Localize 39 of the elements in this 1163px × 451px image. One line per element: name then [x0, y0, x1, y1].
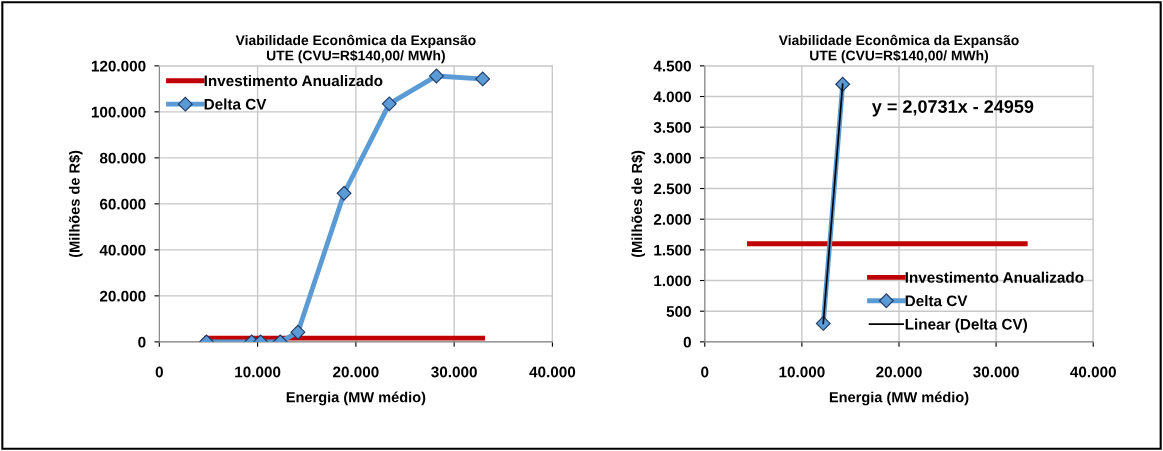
- y-tick-label: 3.000: [653, 152, 691, 164]
- legend-label: Linear (Delta CV): [905, 318, 1028, 333]
- y-tick-label: 4.000: [653, 91, 691, 103]
- y-tick-label: 3.500: [653, 122, 691, 133]
- legend-label: Delta CV: [204, 98, 267, 110]
- y-tick-label: 60.000: [99, 198, 146, 210]
- x-tick-label: 10.000: [235, 366, 281, 378]
- legend-label: Delta CV: [905, 295, 968, 307]
- y-tick-label: 40.000: [99, 244, 146, 256]
- y-tick-label: 500: [666, 306, 691, 317]
- x-tick-label: 0: [701, 366, 709, 378]
- y-tick-label: 20.000: [99, 290, 146, 302]
- legend-label: Investimento Anualizado: [905, 271, 1084, 283]
- x-tick-label: 0: [155, 366, 163, 378]
- y-tick-label: 80.000: [99, 152, 146, 164]
- y-tick-label: 120.000: [91, 60, 146, 72]
- legend-label: Investimento Anualizado: [204, 75, 383, 87]
- x-tick-label: 30.000: [431, 366, 477, 378]
- x-tick-label: 40.000: [1070, 366, 1116, 378]
- y-tick-label: 4.500: [653, 60, 691, 72]
- x-axis-title: Energia (MW médio): [286, 391, 426, 406]
- x-tick-label: 10.000: [779, 366, 825, 378]
- x-tick-label: 30.000: [973, 366, 1019, 378]
- y-tick-label: 2.000: [653, 214, 691, 225]
- y-tick-label: 0: [138, 336, 146, 348]
- y-tick-label: 1.500: [654, 244, 691, 256]
- y-axis-title: (Milhões de R$): [68, 150, 83, 257]
- y-axis-title: (Milhões de R$): [631, 150, 646, 257]
- x-tick-label: 40.000: [529, 366, 576, 378]
- chart-title: Viabilidade Econômica da Expansão UTE (CVU=R$140,00/ MWh): [778, 34, 1019, 64]
- y-tick-label: 100.000: [91, 106, 146, 118]
- y-tick-label: 2.500: [653, 183, 691, 195]
- chart-title: Viabilidade Econômica da Expansão UTE (CVU=R$140,00/ MWh): [235, 34, 476, 64]
- x-axis-title: Energia (MW médio): [829, 391, 969, 406]
- annotation: y = 2,0731x - 24959: [871, 100, 1034, 117]
- x-tick-label: 20.000: [876, 366, 922, 378]
- y-tick-label: 1.000: [654, 275, 691, 287]
- x-tick-label: 20.000: [333, 366, 379, 378]
- y-tick-label: 0: [683, 336, 691, 348]
